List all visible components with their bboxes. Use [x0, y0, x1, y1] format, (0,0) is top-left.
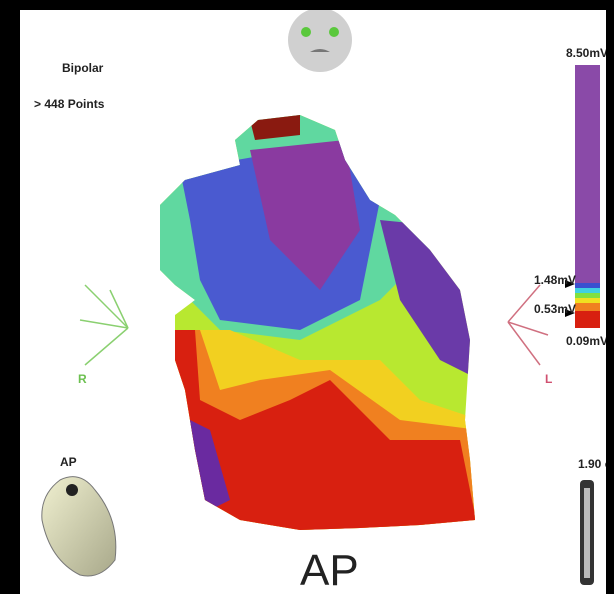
left-label: L	[545, 372, 552, 386]
page: Bipolar > 448 Points R L 8.	[0, 0, 614, 594]
color-max-label: 8.50mV	[566, 46, 608, 60]
frame-right	[606, 0, 614, 594]
map-view: Bipolar > 448 Points R L 8.	[0, 0, 614, 594]
small-view-label: AP	[60, 455, 77, 469]
right-label: R	[78, 372, 87, 386]
view-title: AP	[300, 546, 359, 594]
color-upper-label: 1.48mV	[534, 273, 576, 287]
frame-top	[0, 0, 614, 10]
mode-label: Bipolar	[62, 61, 104, 75]
color-lower-label: 0.53mV	[534, 302, 576, 316]
scale-bar	[580, 480, 594, 585]
color-min-label: 0.09mV	[566, 334, 608, 348]
frame-left	[0, 0, 20, 594]
face-icon[interactable]	[288, 8, 352, 72]
points-label: > 448 Points	[34, 97, 105, 111]
